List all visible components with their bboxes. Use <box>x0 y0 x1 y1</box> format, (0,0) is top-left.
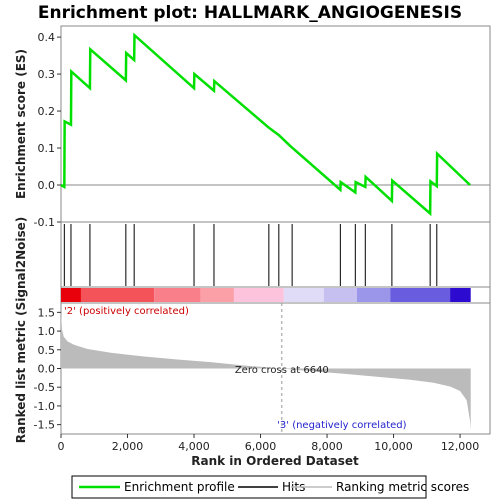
rank-y-tick-label: 0.5 <box>38 344 56 357</box>
colorbar-segment <box>450 288 471 302</box>
rank-y-tick-label: -1.0 <box>34 400 55 413</box>
rank-y-tick-label: -1.5 <box>34 419 55 432</box>
rank-x-tick-label: 4,000 <box>178 440 210 453</box>
rank-y-tick-label: -0.5 <box>34 381 55 394</box>
legend-label-enrichment-profile: Enrichment profile <box>124 480 235 494</box>
es-y-axis-label: Enrichment score (ES) <box>14 49 28 199</box>
ranking-metric-area <box>61 312 471 431</box>
chart-title: Enrichment plot: HALLMARK_ANGIOGENESIS <box>38 3 462 23</box>
es-y-tick-label: 0.2 <box>38 105 56 118</box>
colorbar-segment <box>390 288 451 302</box>
rank-y-tick-label: 1.0 <box>38 325 56 338</box>
es-y-tick-label: 0.3 <box>38 68 56 81</box>
es-y-tick-label: -0.1 <box>34 216 55 229</box>
rank-x-tick-label: 10,000 <box>374 440 413 453</box>
colorbar-segment <box>323 288 357 302</box>
rank-y-tick-label: 0.0 <box>38 363 56 376</box>
legend: Enrichment profile Hits Ranking metric s… <box>71 475 469 499</box>
rank-x-tick-label: 8,000 <box>311 440 343 453</box>
positively-correlated-label: '2' (positively correlated) <box>64 306 189 317</box>
enrichment-profile-line <box>60 32 471 217</box>
colorbar-segment <box>61 288 81 302</box>
hits-panel <box>60 221 491 288</box>
es-y-tick-label: 0.0 <box>38 179 56 192</box>
rank-x-tick-label: 0 <box>58 440 65 453</box>
colorbar-segment <box>80 288 155 302</box>
ranking-x-axis-label: Rank in Ordered Dataset <box>191 454 359 468</box>
colorbar-segment <box>233 288 284 302</box>
colorbar-segment <box>356 288 391 302</box>
rank-x-tick-label: 6,000 <box>245 440 277 453</box>
hits-panel-frame <box>60 221 491 288</box>
colorbar-segment <box>283 288 324 302</box>
ranking-metric-panel: 1.5 1.0 0.5 0.0 -0.5 -1.0 -1.5 0 2,000 4,000 6,00… <box>14 217 491 468</box>
colorbar-segment <box>154 288 201 302</box>
colorbar-segment <box>200 288 234 302</box>
es-y-tick-label: 0.4 <box>38 31 56 44</box>
zero-cross-label: Zero cross at 6640 <box>235 365 329 376</box>
legend-label-ranking-metric: Ranking metric scores <box>336 480 469 494</box>
rank-x-tick-label: 12,000 <box>441 440 480 453</box>
negatively-correlated-label: '3' (negatively correlated) <box>277 420 406 431</box>
es-panel: 0.4 0.3 0.2 0.1 0.0 -0.1 Enrichment score (ES… <box>14 25 491 229</box>
es-y-tick-label: 0.1 <box>38 142 56 155</box>
ranking-colorbar <box>60 286 491 304</box>
ranking-y-axis-label: Ranked list metric (Signal2Noise) <box>14 217 28 444</box>
rank-x-tick-label: 2,000 <box>112 440 144 453</box>
rank-y-tick-label: 1.5 <box>38 306 56 319</box>
